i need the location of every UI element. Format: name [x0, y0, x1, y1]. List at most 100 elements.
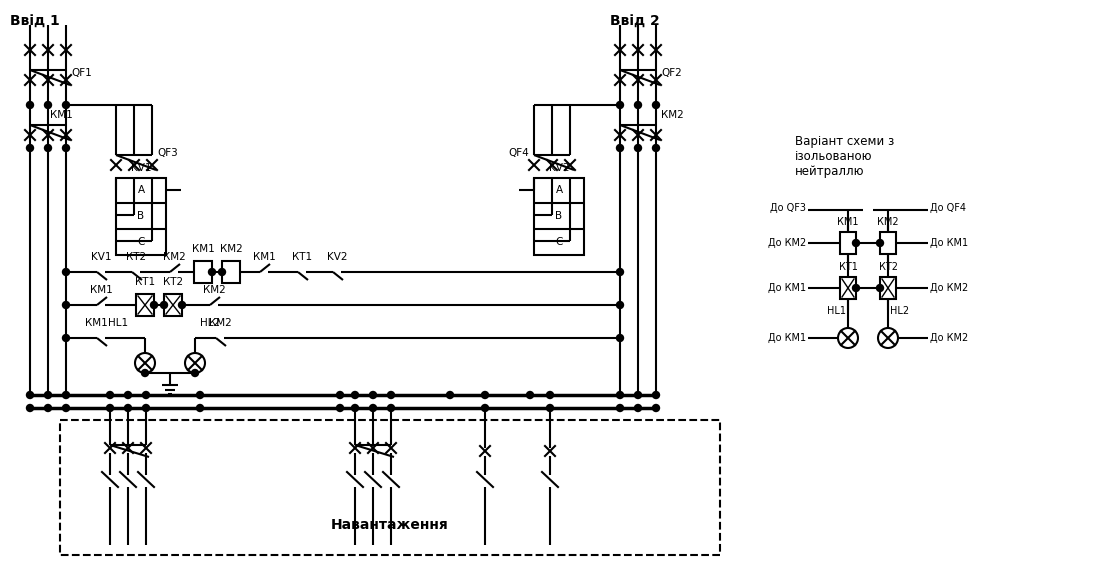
Text: HL2: HL2: [200, 318, 220, 328]
Circle shape: [527, 392, 533, 398]
Text: КМ1: КМ1: [192, 244, 214, 254]
Text: QF3: QF3: [157, 148, 177, 158]
Circle shape: [652, 101, 660, 108]
Text: КМ2: КМ2: [877, 217, 898, 227]
Bar: [881, 232, 896, 254]
Text: KV1: KV1: [131, 163, 151, 173]
Text: C: C: [556, 237, 562, 247]
Circle shape: [106, 392, 113, 398]
Circle shape: [192, 369, 199, 377]
Text: KV2: KV2: [549, 163, 569, 173]
Circle shape: [27, 405, 33, 412]
Text: HL1: HL1: [827, 306, 846, 316]
Text: QF1: QF1: [71, 68, 92, 78]
Bar: [222, 261, 240, 283]
Bar: [164, 294, 182, 316]
Circle shape: [617, 268, 623, 275]
Bar: [194, 261, 212, 283]
Text: Ввід 1: Ввід 1: [10, 15, 60, 29]
Circle shape: [634, 101, 641, 108]
Circle shape: [142, 369, 149, 377]
Text: КМ1: КМ1: [90, 285, 112, 295]
Text: Ввід 2: Ввід 2: [610, 15, 660, 29]
Circle shape: [387, 392, 395, 398]
Circle shape: [62, 145, 70, 152]
Circle shape: [617, 101, 623, 108]
Circle shape: [62, 392, 70, 398]
Circle shape: [352, 405, 358, 412]
Text: До КМ2: До КМ2: [930, 333, 968, 343]
Text: KV1: KV1: [91, 252, 111, 262]
Text: До КМ1: До КМ1: [930, 238, 968, 248]
Circle shape: [124, 405, 132, 412]
Circle shape: [853, 284, 859, 291]
Circle shape: [44, 392, 51, 398]
Text: КМ1: КМ1: [837, 217, 858, 227]
Circle shape: [44, 145, 51, 152]
Circle shape: [617, 405, 623, 412]
Text: До QF3: До QF3: [770, 203, 806, 213]
Circle shape: [352, 392, 358, 398]
Text: КМ2: КМ2: [208, 318, 232, 328]
Circle shape: [481, 405, 488, 412]
Text: C: C: [138, 237, 144, 247]
Circle shape: [218, 268, 225, 275]
Text: КМ1: КМ1: [50, 110, 73, 120]
Circle shape: [44, 405, 51, 412]
Text: КМ1: КМ1: [85, 318, 108, 328]
Circle shape: [27, 392, 33, 398]
Circle shape: [124, 392, 132, 398]
Circle shape: [179, 302, 185, 308]
Circle shape: [208, 268, 215, 275]
Circle shape: [547, 405, 553, 412]
Circle shape: [62, 101, 70, 108]
Circle shape: [876, 284, 884, 291]
Circle shape: [142, 392, 150, 398]
Bar: [535, 178, 584, 255]
Bar: [136, 294, 154, 316]
Circle shape: [481, 392, 488, 398]
Text: КТ2: КТ2: [163, 277, 183, 287]
Bar: [840, 277, 856, 299]
Circle shape: [336, 392, 344, 398]
Circle shape: [161, 302, 167, 308]
Text: Навантаження: Навантаження: [332, 518, 449, 532]
Circle shape: [617, 335, 623, 341]
Circle shape: [617, 302, 623, 308]
Circle shape: [634, 405, 641, 412]
Circle shape: [27, 145, 33, 152]
Circle shape: [106, 405, 113, 412]
Circle shape: [652, 405, 660, 412]
Bar: [60, 420, 720, 555]
Circle shape: [142, 405, 150, 412]
Text: КТ1: КТ1: [292, 252, 312, 262]
Circle shape: [853, 239, 859, 246]
Circle shape: [447, 392, 454, 398]
Text: B: B: [556, 211, 562, 221]
Bar: [881, 277, 896, 299]
Circle shape: [62, 302, 70, 308]
Circle shape: [876, 239, 884, 246]
Circle shape: [196, 392, 203, 398]
Text: B: B: [138, 211, 144, 221]
Text: A: A: [556, 185, 562, 195]
Circle shape: [336, 405, 344, 412]
Text: КМ2: КМ2: [203, 285, 225, 295]
Circle shape: [547, 392, 553, 398]
Circle shape: [62, 335, 70, 341]
Circle shape: [369, 405, 376, 412]
Text: HL1: HL1: [108, 318, 129, 328]
Circle shape: [62, 268, 70, 275]
Bar: [116, 178, 166, 255]
Circle shape: [617, 392, 623, 398]
Text: Варіант схеми з
ізольованою
нейтраллю: Варіант схеми з ізольованою нейтраллю: [795, 135, 894, 178]
Circle shape: [27, 101, 33, 108]
Bar: [840, 232, 856, 254]
Circle shape: [387, 405, 395, 412]
Circle shape: [634, 145, 641, 152]
Text: КТ1: КТ1: [135, 277, 155, 287]
Text: До КМ1: До КМ1: [767, 333, 806, 343]
Circle shape: [151, 302, 157, 308]
Text: КМ2: КМ2: [661, 110, 684, 120]
Text: До QF4: До QF4: [930, 203, 966, 213]
